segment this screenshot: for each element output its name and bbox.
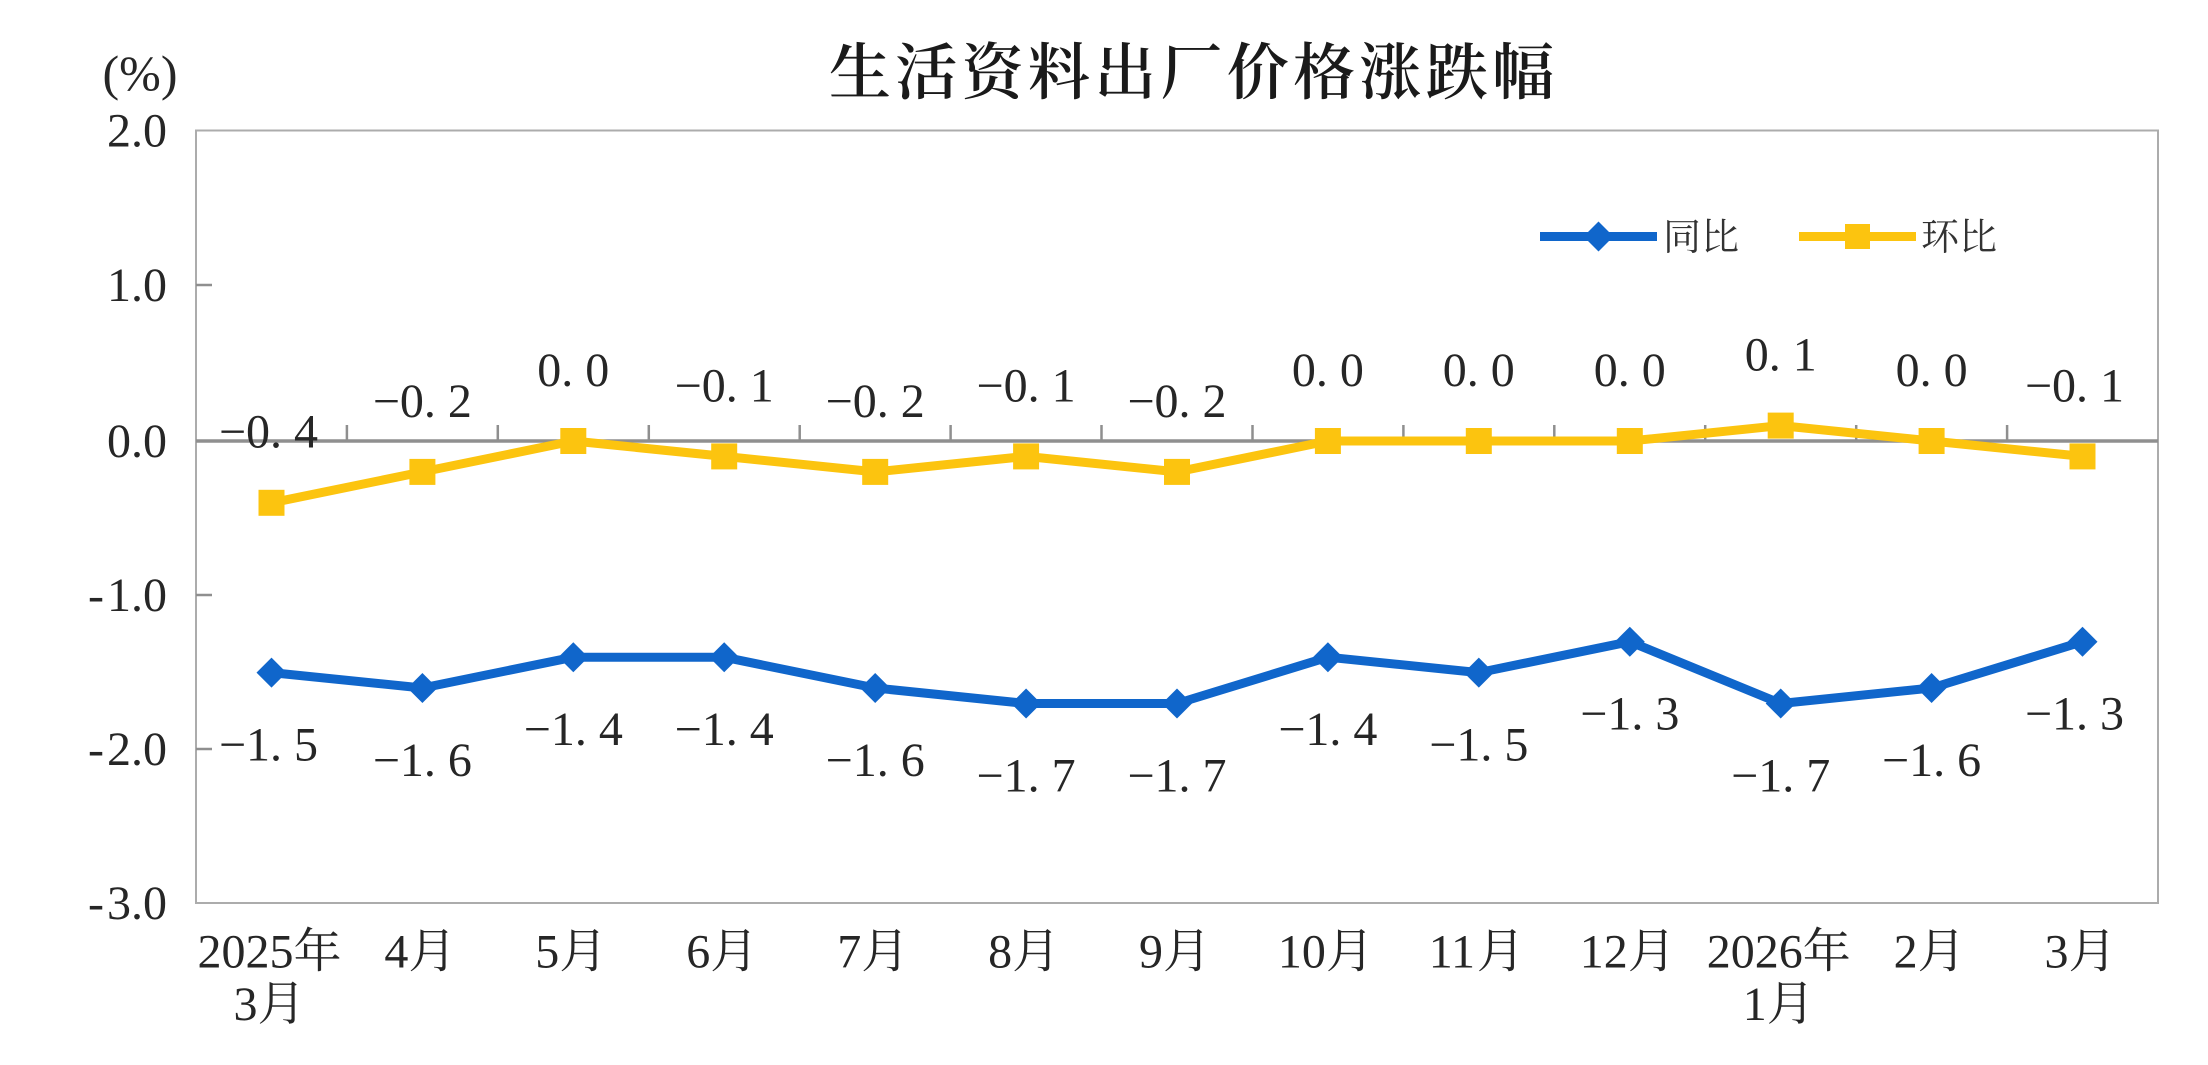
svg-text:0. 0: 0. 0 bbox=[1292, 344, 1364, 397]
svg-text:10: 10 bbox=[1278, 926, 1326, 979]
svg-text:−1. 3: −1. 3 bbox=[1580, 688, 1679, 741]
svg-text:0. 0: 0. 0 bbox=[1443, 344, 1515, 397]
svg-text:3.0: 3.0 bbox=[107, 877, 167, 930]
svg-text:-: - bbox=[88, 877, 104, 930]
svg-text:−1. 5: −1. 5 bbox=[219, 719, 318, 772]
svg-text:1: 1 bbox=[1743, 978, 1767, 1031]
svg-text:1.0: 1.0 bbox=[107, 569, 167, 622]
svg-text:(%): (%) bbox=[103, 45, 178, 101]
svg-text:−1. 4: −1. 4 bbox=[524, 703, 623, 756]
svg-text:5: 5 bbox=[535, 926, 559, 979]
svg-text:0.0: 0.0 bbox=[107, 415, 167, 468]
svg-text:6: 6 bbox=[686, 926, 710, 979]
svg-text:0. 0: 0. 0 bbox=[1896, 344, 1968, 397]
svg-text:0. 0: 0. 0 bbox=[537, 344, 609, 397]
svg-text:-: - bbox=[88, 569, 104, 622]
svg-text:−1. 7: −1. 7 bbox=[977, 749, 1076, 802]
svg-text:−0. 2: −0. 2 bbox=[373, 375, 472, 428]
svg-text:−0. 4: −0. 4 bbox=[219, 406, 318, 459]
svg-text:1.0: 1.0 bbox=[107, 259, 167, 312]
svg-text:−1. 3: −1. 3 bbox=[2025, 688, 2124, 741]
svg-text:−0. 2: −0. 2 bbox=[826, 375, 925, 428]
svg-text:−1. 7: −1. 7 bbox=[1731, 749, 1830, 802]
svg-text:−1. 6: −1. 6 bbox=[826, 734, 925, 787]
svg-text:−0. 1: −0. 1 bbox=[2025, 359, 2124, 412]
svg-text:−1. 5: −1. 5 bbox=[1429, 719, 1528, 772]
svg-text:11: 11 bbox=[1429, 926, 1475, 979]
svg-text:-: - bbox=[88, 723, 104, 776]
svg-text:4: 4 bbox=[384, 926, 408, 979]
svg-text:2.0: 2.0 bbox=[107, 723, 167, 776]
svg-text:9: 9 bbox=[1139, 926, 1163, 979]
svg-text:7: 7 bbox=[837, 926, 861, 979]
svg-text:−0. 1: −0. 1 bbox=[977, 359, 1076, 412]
svg-text:2025: 2025 bbox=[198, 926, 294, 979]
svg-text:8: 8 bbox=[988, 926, 1012, 979]
svg-text:12: 12 bbox=[1580, 926, 1628, 979]
svg-text:2: 2 bbox=[1894, 926, 1918, 979]
svg-text:−1. 6: −1. 6 bbox=[1882, 734, 1981, 787]
svg-text:3: 3 bbox=[234, 978, 258, 1031]
svg-text:2026: 2026 bbox=[1707, 926, 1803, 979]
svg-text:−0. 1: −0. 1 bbox=[675, 359, 774, 412]
svg-text:−1. 4: −1. 4 bbox=[1278, 703, 1377, 756]
svg-text:−1. 6: −1. 6 bbox=[373, 734, 472, 787]
svg-text:−0. 2: −0. 2 bbox=[1127, 375, 1226, 428]
svg-text:−1. 7: −1. 7 bbox=[1127, 749, 1226, 802]
svg-text:0. 1: 0. 1 bbox=[1745, 329, 1817, 382]
svg-text:−1. 4: −1. 4 bbox=[675, 703, 774, 756]
svg-text:2.0: 2.0 bbox=[107, 104, 167, 157]
svg-text:0. 0: 0. 0 bbox=[1594, 344, 1666, 397]
svg-text:3: 3 bbox=[2045, 926, 2069, 979]
